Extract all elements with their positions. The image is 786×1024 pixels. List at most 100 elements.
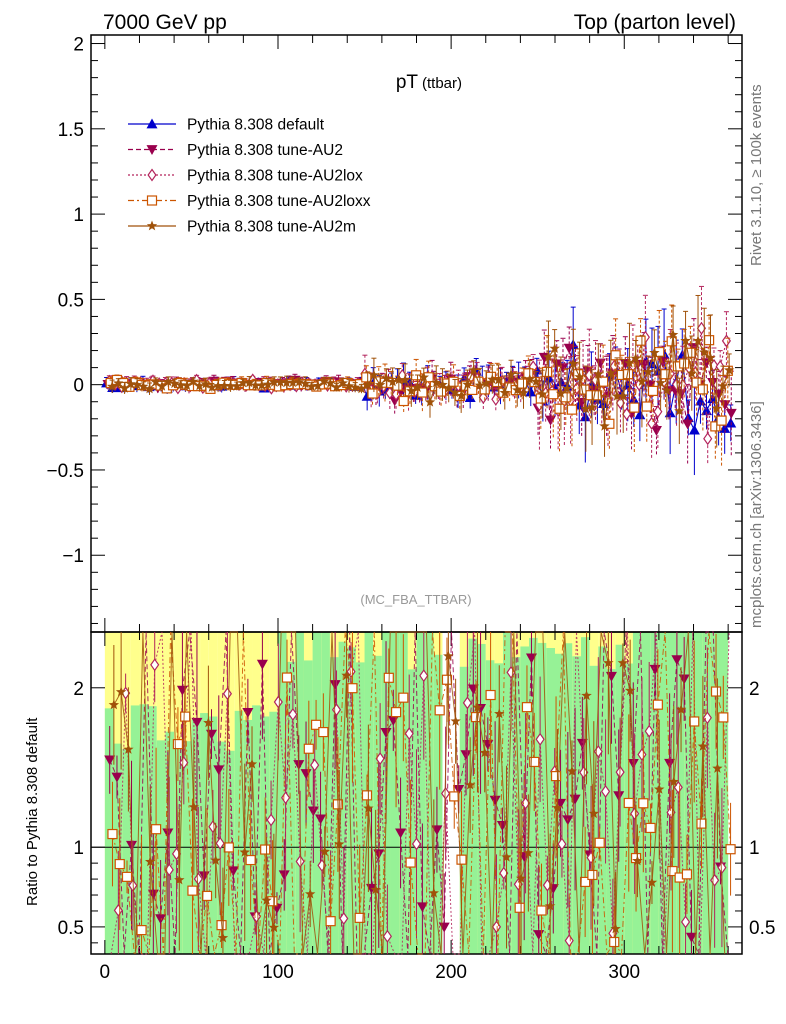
ratio-point: [222, 687, 233, 701]
ratio-point: [680, 915, 691, 929]
data-point: [113, 377, 124, 388]
analysis-watermark: (MC_FBA_TTBAR): [360, 592, 471, 607]
ratio-point: [339, 911, 349, 926]
plot-title: pT: [396, 72, 419, 93]
ratio-point: [281, 791, 291, 805]
data-point: [579, 411, 591, 422]
data-point: [474, 379, 486, 390]
ratio-y-tick-label: 2: [73, 679, 84, 700]
ratio-y-axis-label: Ratio to Pythia 8.308 default: [24, 717, 41, 906]
ratio-band-green: [277, 632, 287, 954]
ratio-point: [361, 790, 373, 801]
data-point: [661, 385, 673, 395]
data-point: [653, 405, 663, 419]
data-point: [399, 374, 411, 385]
data-point: [131, 379, 143, 390]
ratio-point: [273, 695, 283, 709]
ratio-line: [110, 631, 730, 955]
ratio-point: [310, 758, 320, 772]
ratio-point: [390, 707, 402, 718]
data-point: [424, 396, 436, 407]
ratio-point: [395, 828, 407, 839]
data-point: [711, 403, 722, 414]
ratio-point: [145, 856, 156, 867]
ratio-band-green: [702, 632, 711, 954]
ratio-band-green: [503, 632, 512, 954]
ratio-point: [187, 885, 198, 896]
data-point: [194, 380, 205, 391]
data-point: [680, 335, 691, 346]
data-point: [393, 374, 405, 385]
ratio-point: [668, 776, 679, 787]
ratio-point: [453, 784, 465, 795]
data-point: [138, 381, 149, 391]
data-point: [518, 387, 529, 398]
data-point: [697, 384, 708, 395]
ratio-point: [624, 685, 636, 696]
ratio-point: [210, 855, 221, 865]
data-point: [634, 409, 646, 420]
header-left: 7000 GeV pp: [103, 11, 227, 34]
ratio-point: [637, 748, 647, 762]
data-point: [443, 382, 454, 393]
ratio-point: [329, 680, 341, 691]
legend-symbol: [128, 118, 176, 129]
ratio-point: [552, 802, 563, 813]
legend-label: Pythia 8.308 tune-AU2m: [187, 219, 356, 236]
mcplots-reference-label: mcplots.cern.ch [arXiv:1306.3436]: [748, 401, 765, 628]
ratio-point: [464, 779, 476, 790]
ratio-line: [112, 631, 732, 956]
ratio-point: [689, 716, 700, 727]
ratio-point: [594, 837, 605, 848]
ratio-band-green: [113, 743, 123, 954]
data-point: [599, 420, 610, 431]
ratio-point: [319, 846, 330, 857]
ratio-band-green: [355, 662, 365, 954]
ratio-point: [150, 658, 160, 672]
ratio-series-4: [108, 631, 726, 955]
ratio-band-green: [546, 647, 556, 954]
data-point: [169, 378, 180, 389]
ratio-band-green: [676, 632, 685, 954]
ratio-point: [501, 851, 512, 862]
data-point: [525, 386, 537, 397]
data-point: [710, 421, 721, 432]
ratio-band-green: [572, 656, 581, 954]
ratio-point: [550, 771, 562, 782]
ratio-point: [491, 920, 502, 934]
data-point: [554, 403, 565, 414]
ratio-point: [494, 708, 505, 719]
legend-label: Pythia 8.308 tune-AU2loxx: [187, 193, 371, 210]
data-point: [150, 376, 161, 387]
ratio-point: [702, 711, 712, 725]
ratio-point: [675, 704, 687, 715]
ratio-point: [514, 902, 525, 913]
ratio-point: [179, 756, 189, 770]
data-point: [674, 405, 685, 416]
ratio-point: [325, 916, 336, 927]
ratio-point: [268, 922, 280, 932]
data-point: [566, 404, 578, 415]
data-point: [431, 377, 442, 388]
data-point: [262, 378, 274, 389]
ratio-point: [593, 744, 603, 759]
ratio-point: [434, 705, 445, 716]
ratio-band-green: [684, 632, 694, 954]
data-point: [630, 352, 641, 363]
legend-entry: Pythia 8.308 tune-AU2: [128, 142, 343, 159]
ratio-band-green: [511, 657, 521, 954]
data-point: [398, 395, 409, 407]
data-point: [244, 377, 255, 388]
ratio-point: [201, 890, 213, 902]
ratio-point: [667, 865, 678, 877]
data-point: [523, 368, 534, 379]
ratio-point: [260, 844, 271, 855]
ratio-point: [536, 905, 547, 916]
ratio-band-green: [373, 655, 382, 954]
data-point: [391, 387, 401, 401]
data-point: [610, 350, 621, 361]
legend-entry: Pythia 8.308 default: [128, 117, 325, 134]
x-tick-label: 300: [608, 962, 640, 983]
legend-label: Pythia 8.308 default: [187, 117, 325, 134]
data-point: [545, 415, 557, 426]
